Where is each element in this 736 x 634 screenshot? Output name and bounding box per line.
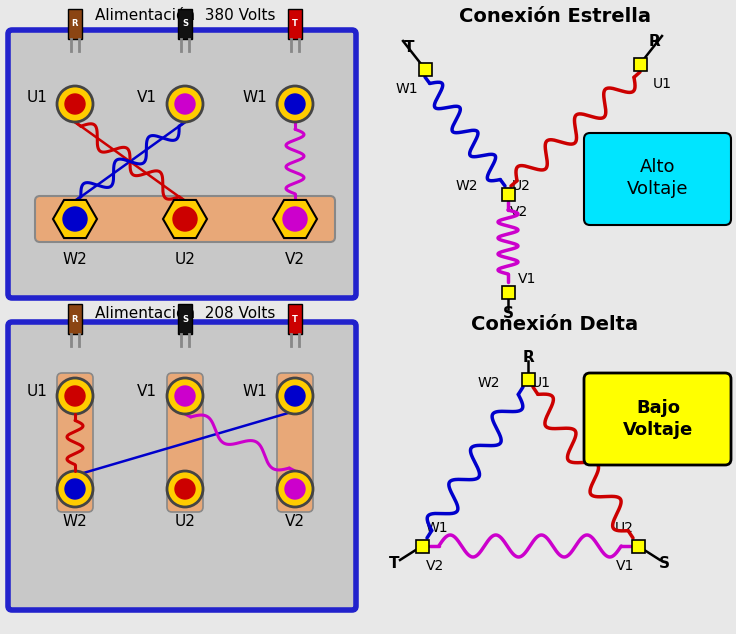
Circle shape — [65, 94, 85, 114]
Text: V1: V1 — [615, 559, 634, 573]
Polygon shape — [53, 200, 97, 238]
Text: T: T — [389, 557, 399, 571]
FancyBboxPatch shape — [178, 9, 192, 39]
FancyBboxPatch shape — [68, 9, 82, 39]
Circle shape — [57, 378, 93, 414]
Text: U1: U1 — [26, 384, 47, 399]
FancyBboxPatch shape — [57, 373, 93, 512]
Circle shape — [65, 386, 85, 406]
Text: U1: U1 — [532, 376, 551, 390]
Text: U1: U1 — [26, 91, 47, 105]
Circle shape — [167, 378, 203, 414]
FancyBboxPatch shape — [584, 373, 731, 465]
FancyBboxPatch shape — [631, 540, 645, 552]
Text: T: T — [292, 20, 298, 29]
Circle shape — [167, 471, 203, 507]
FancyBboxPatch shape — [634, 58, 646, 70]
Text: V1: V1 — [137, 384, 157, 399]
Text: S: S — [503, 306, 514, 321]
FancyBboxPatch shape — [178, 304, 192, 334]
Text: Alimentación  208 Volts: Alimentación 208 Volts — [95, 306, 275, 321]
Circle shape — [285, 479, 305, 499]
Text: V2: V2 — [285, 514, 305, 529]
Text: W1: W1 — [242, 384, 267, 399]
Circle shape — [285, 94, 305, 114]
Text: S: S — [182, 20, 188, 29]
Text: W1: W1 — [242, 91, 267, 105]
FancyBboxPatch shape — [584, 133, 731, 225]
Text: W2: W2 — [63, 252, 88, 266]
Circle shape — [167, 86, 203, 122]
FancyBboxPatch shape — [68, 304, 82, 334]
Text: U2: U2 — [174, 252, 196, 266]
Text: V2: V2 — [426, 559, 445, 573]
FancyBboxPatch shape — [416, 540, 428, 552]
FancyBboxPatch shape — [35, 196, 335, 242]
Text: R: R — [71, 314, 78, 323]
Text: R: R — [522, 349, 534, 365]
FancyBboxPatch shape — [8, 30, 356, 298]
FancyBboxPatch shape — [501, 188, 514, 200]
Circle shape — [285, 386, 305, 406]
Text: Alto
Voltaje: Alto Voltaje — [627, 158, 689, 198]
Text: Conexión Estrella: Conexión Estrella — [459, 6, 651, 25]
Text: V2: V2 — [285, 252, 305, 266]
Text: R: R — [648, 34, 660, 49]
Text: T: T — [292, 314, 298, 323]
Circle shape — [173, 207, 197, 231]
Text: R: R — [71, 20, 78, 29]
FancyBboxPatch shape — [277, 373, 313, 512]
Circle shape — [283, 207, 307, 231]
Text: T: T — [404, 39, 414, 55]
Text: W2: W2 — [63, 514, 88, 529]
Circle shape — [175, 94, 195, 114]
Text: W2: W2 — [478, 376, 500, 390]
Circle shape — [277, 378, 313, 414]
Circle shape — [57, 86, 93, 122]
Text: U2: U2 — [512, 179, 531, 193]
Text: Conexión Delta: Conexión Delta — [472, 314, 639, 333]
Circle shape — [175, 386, 195, 406]
Text: V1: V1 — [137, 91, 157, 105]
FancyBboxPatch shape — [501, 285, 514, 299]
FancyBboxPatch shape — [167, 373, 203, 512]
FancyBboxPatch shape — [8, 322, 356, 610]
Circle shape — [175, 479, 195, 499]
Circle shape — [277, 86, 313, 122]
Text: W1: W1 — [426, 521, 449, 535]
FancyBboxPatch shape — [288, 9, 302, 39]
Text: W1: W1 — [396, 82, 418, 96]
Text: U2: U2 — [174, 514, 196, 529]
FancyBboxPatch shape — [522, 373, 534, 385]
Circle shape — [57, 471, 93, 507]
Polygon shape — [163, 200, 207, 238]
Text: Alimentación  380 Volts: Alimentación 380 Volts — [95, 8, 275, 23]
Text: U1: U1 — [653, 77, 671, 91]
Text: U2: U2 — [615, 521, 634, 535]
Text: S: S — [659, 557, 670, 571]
Text: V1: V1 — [518, 272, 537, 286]
Polygon shape — [273, 200, 317, 238]
Circle shape — [63, 207, 87, 231]
Circle shape — [65, 479, 85, 499]
Circle shape — [277, 471, 313, 507]
Text: Bajo
Voltaje: Bajo Voltaje — [623, 399, 693, 439]
Text: V2: V2 — [510, 205, 528, 219]
Text: S: S — [182, 314, 188, 323]
Text: W2: W2 — [456, 179, 478, 193]
FancyBboxPatch shape — [288, 304, 302, 334]
FancyBboxPatch shape — [419, 63, 431, 75]
